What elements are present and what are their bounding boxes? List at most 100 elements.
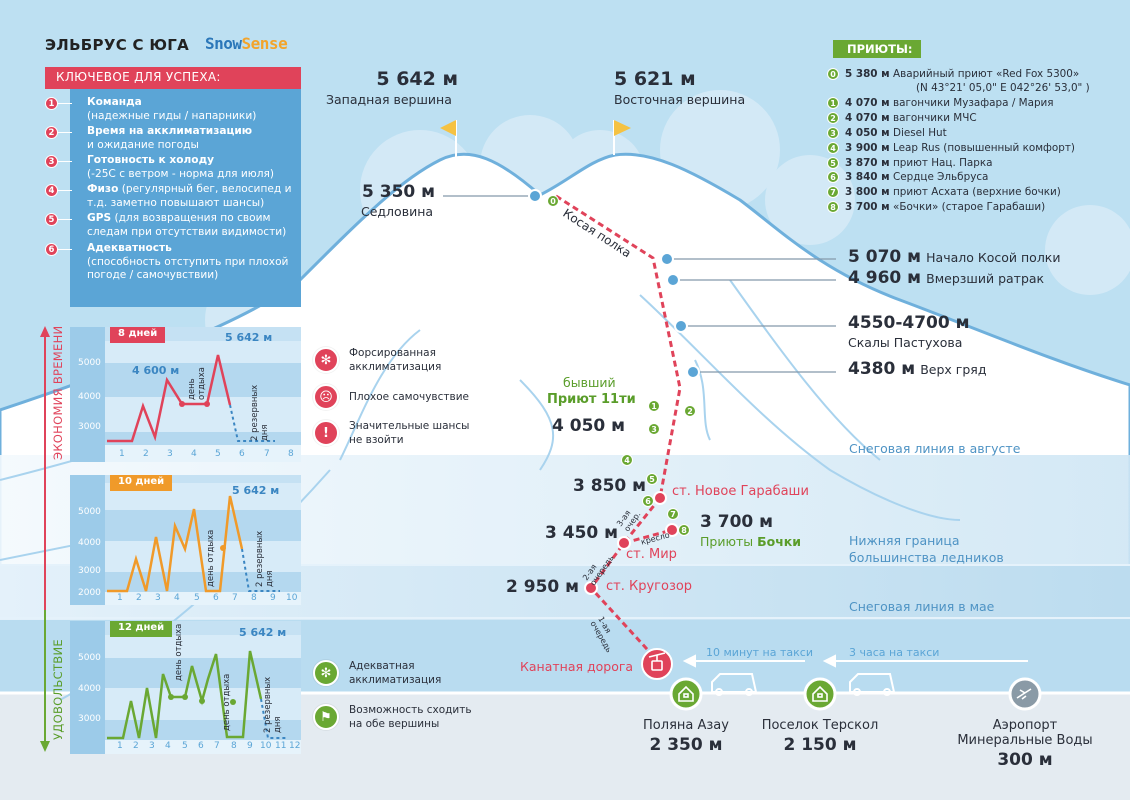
bochki-name: Приюты Бочки (700, 534, 802, 549)
glacier-boundary-1: Нижняя граница (849, 533, 960, 548)
priut11-name: Приют 11ти (547, 392, 636, 407)
x-tick: 7 (214, 741, 220, 751)
x-tick: 8 (251, 593, 257, 603)
chart-10-days: 10 дней 5000 4000 3000 2000 5 642 м день… (70, 475, 301, 605)
y-tick: 3000 (78, 422, 101, 432)
taxi-3h-label: 3 часа на такси (849, 646, 940, 659)
page-title: ЭЛЬБРУС С ЮГА (45, 36, 190, 54)
chart-10-rest-label: день отдыха (206, 529, 216, 587)
x-tick: 9 (270, 593, 276, 603)
x-tick: 2 (133, 741, 139, 751)
legend-item: ⚑ Возможность сходить на обе вершины (313, 703, 472, 731)
x-tick: 7 (232, 593, 238, 603)
x-tick: 5 (194, 593, 200, 603)
hut-marker-7: 7 (667, 507, 685, 522)
east-peak-alt: 5 621 м (614, 68, 696, 90)
x-tick: 9 (247, 741, 253, 751)
bad-feeling-icon: ☹ (313, 384, 339, 410)
legend-item: ✻ Форсированная акклиматизация (313, 346, 441, 374)
snow-line-august: Снеговая линия в августе (849, 441, 1021, 456)
axis-satisfaction: УДОВОЛЬСТВИЕ (51, 639, 65, 740)
x-tick: 7 (264, 449, 270, 459)
legend-item: ☹ Плохое самочувствие (313, 384, 469, 410)
krugozor-name: ст. Кругозор (606, 579, 693, 594)
chart-8-tag: 8 дней (110, 327, 166, 343)
y-tick: 5000 (78, 653, 101, 663)
x-tick: 5 (215, 449, 221, 459)
key-success-heading: КЛЮЧЕВОЕ ДЛЯ УСПЕХА: (45, 67, 301, 89)
x-tick: 2 (136, 593, 142, 603)
y-tick: 2000 (78, 588, 101, 598)
x-tick: 4 (191, 449, 197, 459)
chart-12-tag: 12 дней (110, 621, 173, 637)
x-tick: 2 (143, 449, 149, 459)
hut-coords: (N 43°21' 05,0" E 042°26' 53,0" ) (916, 82, 1090, 94)
x-tick: 6 (239, 449, 245, 459)
place-terskol: Поселок Терскол 2 150 м (761, 718, 879, 755)
chart-12-days: 12 дней 5000 4000 3000 5 642 м день отды… (70, 621, 301, 754)
chart-8-mid-label: 4 600 м (132, 364, 180, 377)
legend-item: ✻ Адекватная акклиматизация (313, 659, 441, 687)
chart-10-reserve-label: 2 резервных дня (255, 530, 275, 587)
waypoint-4960: 4 960 м Вмерзший ратрак (848, 268, 1045, 288)
both-summits-icon: ⚑ (313, 704, 339, 730)
west-peak-name: Западная вершина (326, 92, 452, 107)
y-tick: 4000 (78, 684, 101, 694)
x-tick: 4 (174, 593, 180, 603)
bochki-alt: 3 700 м (700, 512, 774, 532)
x-tick: 3 (155, 593, 161, 603)
x-tick: 10 (286, 593, 298, 603)
x-tick: 1 (117, 593, 123, 603)
west-peak-label: 5 642 м (376, 68, 458, 90)
x-tick: 12 (289, 741, 301, 751)
chart-12-rest-label-2: день отдыха (222, 673, 232, 731)
saddle-alt: 5 350 м (362, 182, 436, 202)
mir-name: ст. Мир (626, 547, 677, 562)
taxi-10min-label: 10 минут на такси (706, 646, 813, 659)
x-tick: 11 (275, 741, 287, 751)
x-tick: 6 (198, 741, 204, 751)
priut11-former: бывший (563, 375, 616, 390)
hut-marker-3: 3 (648, 422, 666, 437)
y-tick: 4000 (78, 392, 101, 402)
mir-alt: 3 450 м (545, 523, 619, 543)
chart-8-reserve-label: 2 резервных дня (250, 384, 270, 441)
legend-item: ! Значительные шансы не взойти (313, 419, 469, 447)
priut11-alt: 4 050 м (552, 416, 626, 436)
x-tick: 8 (231, 741, 237, 751)
waypoint-4550-name: Скалы Пастухова (848, 335, 963, 350)
waypoint-4550-alt: 4550-4700 м (848, 313, 970, 333)
chart-10-svg (70, 475, 301, 605)
garabashi-alt: 3 850 м (573, 476, 647, 496)
warning-icon: ! (313, 420, 339, 446)
x-tick: 3 (167, 449, 173, 459)
chart-12-svg (70, 621, 301, 754)
hut-marker-6: 6 (642, 494, 660, 509)
chart-8-days: 8 дней 5000 4000 3000 4 600 м 5 642 м де… (70, 327, 301, 462)
y-tick: 5000 (78, 358, 101, 368)
hut-marker-8: 8 (678, 523, 696, 538)
y-tick: 3000 (78, 714, 101, 724)
hut-marker-5: 5 (646, 472, 664, 487)
x-tick: 5 (182, 741, 188, 751)
chart-12-rest-label-1: день отдыха (174, 623, 184, 681)
hut-marker-2: 2 (684, 404, 702, 419)
x-tick: 8 (288, 449, 294, 459)
waypoint-5070: 5 070 м Начало Косой полки (848, 247, 1061, 267)
key-success-panel (70, 89, 301, 307)
place-airport: Аэропорт Минеральные Воды 300 м (957, 718, 1093, 770)
x-tick: 1 (119, 449, 125, 459)
chart-12-peak-label: 5 642 м (239, 626, 287, 639)
waypoint-4380: 4380 м Верх гряд (848, 359, 987, 379)
garabashi-name: ст. Новое Гарабаши (672, 484, 809, 499)
chart-8-svg (70, 327, 301, 462)
forced-acclimatization-icon: ✻ (313, 347, 339, 373)
